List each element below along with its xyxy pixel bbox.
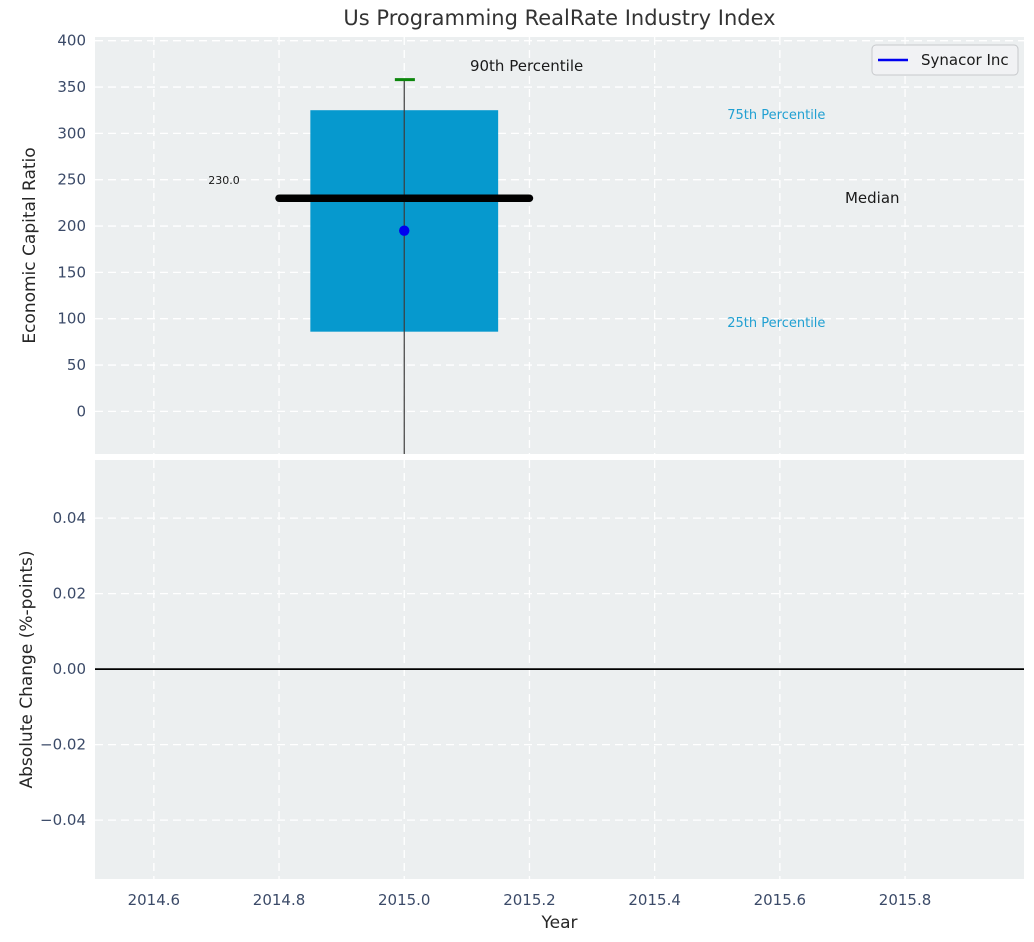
xtick-label: 2014.8 [253,891,306,909]
top-ytick-label: 400 [57,32,86,50]
top-ytick-label: 150 [57,263,86,281]
annotation-90th-percentile: 90th Percentile [470,57,583,75]
bottom-ytick-label: 0.04 [53,509,86,527]
bottom-ylabel: Absolute Change (%-points) [17,551,37,789]
xtick-label: 2015.6 [754,891,807,909]
company-marker [399,225,410,236]
legend-label: Synacor Inc [921,51,1009,69]
annotation-median: Median [845,189,900,207]
bottom-ytick-label: −0.02 [40,736,86,754]
top-ytick-label: 0 [76,402,86,420]
xtick-label: 2015.8 [879,891,932,909]
top-ylabel: Economic Capital Ratio [20,147,40,343]
top-axes-background [95,37,1024,454]
top-ytick-label: 350 [57,78,86,96]
xlabel: Year [541,913,578,933]
top-ytick-label: 250 [57,171,86,189]
xtick-label: 2015.2 [503,891,556,909]
bottom-ytick-label: 0.00 [53,660,86,678]
top-ytick-label: 300 [57,124,86,142]
chart-title: Us Programming RealRate Industry Index [343,6,776,30]
top-ytick-label: 200 [57,217,86,235]
top-ytick-label: 50 [67,356,86,374]
bottom-ytick-label: 0.02 [53,585,86,603]
legend-box [871,44,1019,76]
annotation-75th-percentile: 75th Percentile [727,108,825,123]
xtick-label: 2015.4 [628,891,681,909]
annotation-230-0: 230.0 [208,174,240,187]
xtick-label: 2014.6 [128,891,181,909]
xtick-label: 2015.0 [378,891,431,909]
annotation-25th-percentile: 25th Percentile [727,316,825,331]
top-ytick-label: 100 [57,310,86,328]
bottom-ytick-label: −0.04 [40,811,86,829]
